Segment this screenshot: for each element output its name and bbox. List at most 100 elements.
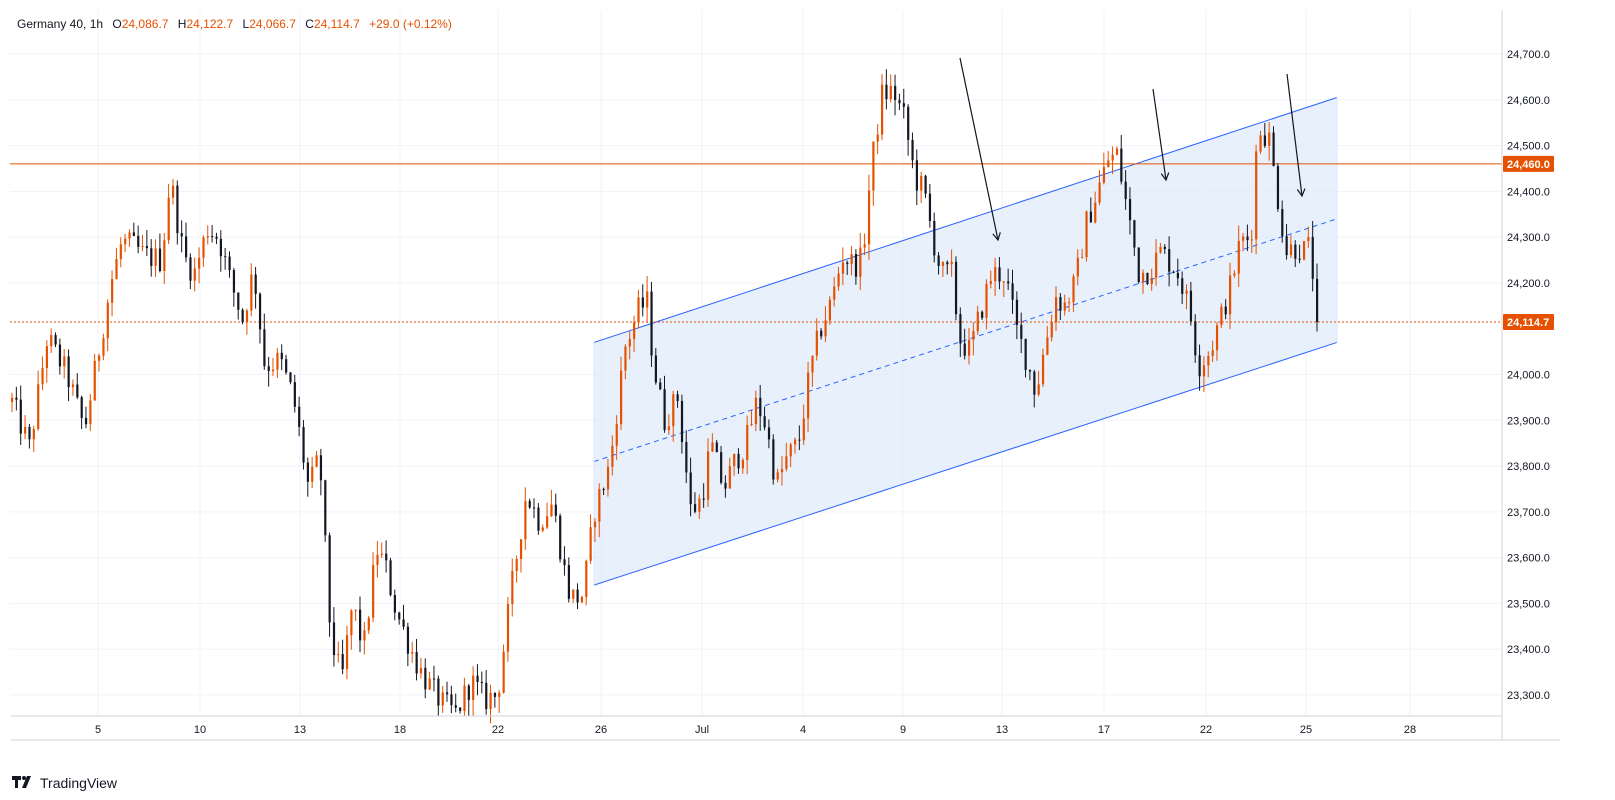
candle-body: [1050, 322, 1053, 338]
candle: [411, 641, 414, 663]
candle-body: [854, 254, 858, 277]
channel-lower-line[interactable]: [593, 341, 1338, 586]
candle-body: [41, 368, 44, 385]
candle: [572, 589, 575, 604]
horizontal-lines[interactable]: [10, 163, 1502, 323]
candle-body: [615, 424, 618, 446]
candle-body: [1098, 182, 1101, 203]
candle-body: [1189, 290, 1193, 322]
candle-body: [746, 424, 749, 460]
candle: [180, 220, 183, 253]
candle-body: [759, 397, 762, 417]
candle-body: [1041, 354, 1045, 385]
candle: [867, 174, 871, 260]
chart-legend: Germany 40, 1h O24,086.7 H24,122.7 L24,0…: [17, 17, 452, 31]
candle-body: [1220, 306, 1223, 326]
price-tag-bg: [1503, 313, 1554, 330]
candle-body: [67, 356, 70, 388]
candle: [119, 237, 122, 268]
candle-body: [350, 610, 353, 636]
candle-body: [119, 244, 122, 260]
candle-body: [785, 456, 788, 470]
candle-body: [646, 291, 649, 308]
candle-body: [419, 667, 423, 674]
x-tick-label: 28: [1404, 724, 1416, 736]
candle-body: [611, 445, 614, 467]
candle: [994, 257, 997, 297]
candle: [1120, 135, 1123, 185]
candle: [463, 677, 466, 717]
candle-body: [415, 651, 418, 674]
candle: [715, 439, 718, 453]
candle-body: [1020, 324, 1023, 339]
candle: [593, 518, 597, 542]
candle: [807, 361, 810, 433]
symbol-title[interactable]: Germany 40, 1h: [17, 17, 104, 31]
channel-upper-line[interactable]: [593, 97, 1338, 343]
candle: [376, 541, 379, 578]
candle: [1276, 163, 1280, 212]
regression-channel[interactable]: [593, 97, 1338, 586]
candle: [937, 252, 940, 275]
candle-body: [437, 678, 440, 706]
candle-body: [750, 423, 753, 425]
candle: [515, 555, 518, 583]
candle: [185, 222, 188, 263]
candle-body: [141, 245, 144, 247]
candle-body: [1185, 290, 1188, 294]
candle: [489, 684, 492, 724]
candle-body: [76, 384, 79, 398]
candle: [985, 279, 988, 330]
annotation-arrows[interactable]: [959, 57, 1306, 242]
candle-body: [1063, 302, 1066, 311]
candle-body: [698, 498, 701, 512]
candle: [924, 174, 927, 199]
candle-body: [467, 685, 470, 700]
candle-body: [1268, 132, 1271, 146]
arrow-annotation[interactable]: [959, 57, 1001, 242]
candle-body: [1316, 278, 1319, 322]
candle: [332, 607, 336, 667]
candle: [1081, 248, 1084, 259]
candle: [1063, 294, 1066, 316]
candle-body: [580, 596, 584, 603]
candle: [145, 230, 149, 257]
arrow-annotation[interactable]: [1286, 73, 1306, 198]
candle: [137, 225, 140, 254]
channel-middle-line[interactable]: [593, 218, 1338, 462]
candle-body: [137, 235, 140, 247]
candle-body: [693, 504, 697, 512]
candle-body: [11, 397, 14, 402]
candle: [872, 141, 875, 206]
candle-body: [206, 236, 209, 238]
candle-body: [876, 134, 879, 142]
candle: [981, 310, 984, 321]
candle: [1033, 369, 1036, 408]
brand[interactable]: TradingView: [12, 775, 117, 791]
candle-body: [528, 501, 531, 508]
candle: [106, 299, 109, 352]
candle: [111, 270, 114, 317]
arrow-annotation[interactable]: [1152, 88, 1170, 182]
candle: [763, 406, 766, 431]
candle: [359, 596, 362, 653]
candle-body: [637, 297, 640, 323]
candle: [219, 230, 222, 272]
candle-body: [628, 338, 631, 347]
candle-body: [285, 359, 288, 373]
candle: [746, 415, 749, 475]
candle: [698, 494, 701, 519]
x-tick-label: 17: [1098, 724, 1110, 736]
candle: [989, 270, 992, 289]
candle-body: [981, 311, 984, 318]
candle: [524, 487, 527, 550]
candle: [1289, 235, 1293, 259]
candle: [846, 260, 849, 275]
candle-body: [106, 302, 109, 339]
candle-body: [232, 270, 236, 293]
candle-body: [667, 426, 671, 431]
candle: [667, 414, 671, 435]
candle-body: [1055, 297, 1058, 323]
candle: [824, 306, 827, 343]
